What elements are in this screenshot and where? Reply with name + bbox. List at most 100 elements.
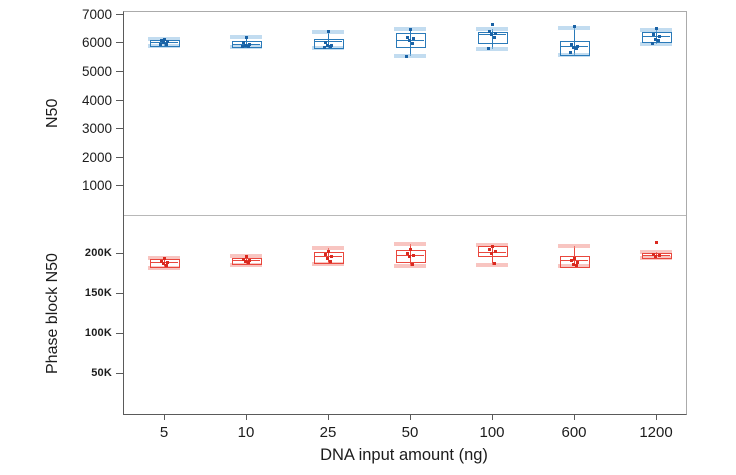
data-point bbox=[246, 44, 250, 48]
x-tick-label: 10 bbox=[237, 424, 255, 441]
data-point bbox=[653, 37, 657, 41]
bottom-panel-y-axis-title: Phase block N50 bbox=[44, 253, 61, 375]
data-point bbox=[322, 45, 326, 49]
data-point bbox=[161, 262, 165, 266]
data-point bbox=[247, 42, 251, 46]
median-line bbox=[642, 35, 670, 37]
data-point bbox=[241, 257, 245, 261]
y-tick-label: 50K bbox=[91, 367, 112, 380]
y-tick bbox=[116, 42, 123, 44]
data-point bbox=[493, 250, 497, 254]
data-point bbox=[408, 27, 412, 31]
y-tick-label: 2000 bbox=[81, 149, 112, 165]
x-tick bbox=[163, 414, 165, 420]
data-point bbox=[164, 42, 168, 46]
data-point bbox=[165, 260, 169, 264]
x-tick-label: 25 bbox=[319, 424, 337, 441]
data-point bbox=[405, 252, 409, 256]
data-point bbox=[574, 47, 578, 51]
x-tick bbox=[327, 414, 329, 420]
data-point bbox=[328, 45, 332, 49]
data-point bbox=[493, 31, 497, 35]
data-point bbox=[411, 37, 415, 41]
x-tick bbox=[245, 414, 247, 420]
data-point bbox=[492, 262, 496, 266]
x-tick bbox=[409, 414, 411, 420]
data-point bbox=[489, 252, 493, 256]
y-tick bbox=[116, 156, 123, 158]
y-tick bbox=[116, 13, 123, 15]
whisker-cap-band bbox=[312, 46, 344, 51]
y-tick bbox=[116, 185, 123, 187]
y-tick-label: 7000 bbox=[81, 6, 112, 22]
data-point bbox=[650, 41, 654, 45]
y-tick bbox=[116, 252, 123, 254]
box-rect bbox=[478, 31, 508, 45]
data-point bbox=[568, 51, 572, 55]
box-rect bbox=[560, 41, 590, 57]
data-point bbox=[165, 40, 169, 44]
panel-separator bbox=[124, 215, 686, 216]
box-rect bbox=[232, 40, 262, 49]
data-point bbox=[651, 33, 655, 37]
whisker-cap-band bbox=[476, 27, 508, 32]
y-tick bbox=[116, 373, 123, 375]
data-point bbox=[404, 54, 408, 58]
whisker-cap-band bbox=[148, 265, 180, 270]
data-point bbox=[407, 38, 411, 42]
data-point bbox=[575, 260, 579, 264]
whisker-cap-band bbox=[640, 41, 672, 46]
data-point bbox=[569, 258, 573, 262]
x-tick-label: 1200 bbox=[639, 424, 673, 441]
median-line bbox=[560, 259, 588, 261]
data-point bbox=[159, 259, 163, 263]
y-tick-label: 100K bbox=[84, 327, 112, 340]
data-point bbox=[654, 240, 658, 244]
data-point bbox=[569, 43, 573, 47]
data-point bbox=[247, 258, 251, 262]
median-line bbox=[150, 261, 178, 263]
data-point bbox=[574, 264, 578, 268]
data-point bbox=[486, 47, 490, 51]
whisker-cap-band bbox=[640, 250, 672, 255]
data-point bbox=[572, 25, 576, 29]
x-tick-label: 100 bbox=[479, 424, 505, 441]
whisker-cap-band bbox=[476, 262, 508, 267]
data-point bbox=[653, 254, 657, 258]
data-point bbox=[657, 253, 661, 257]
data-point bbox=[656, 39, 660, 43]
data-point bbox=[572, 256, 576, 260]
x-tick bbox=[655, 414, 657, 420]
data-point bbox=[489, 33, 493, 37]
box-rect bbox=[314, 39, 344, 50]
data-point bbox=[243, 43, 247, 47]
data-point bbox=[326, 250, 330, 254]
data-point bbox=[159, 39, 163, 43]
data-point bbox=[326, 30, 330, 34]
data-point bbox=[328, 259, 332, 263]
data-point bbox=[410, 41, 414, 45]
box-rect bbox=[642, 253, 672, 259]
data-point bbox=[571, 262, 575, 266]
whisker-cap-band bbox=[640, 255, 672, 260]
data-point bbox=[164, 263, 168, 267]
data-point bbox=[240, 45, 244, 49]
box-rect bbox=[642, 32, 672, 44]
x-tick bbox=[491, 414, 493, 420]
data-point bbox=[244, 255, 248, 259]
whisker-cap-band bbox=[558, 264, 590, 269]
whisker-cap-band bbox=[476, 243, 508, 248]
data-point bbox=[654, 27, 658, 31]
data-point bbox=[657, 34, 661, 38]
y-tick-label: 1000 bbox=[81, 178, 112, 194]
data-point bbox=[162, 37, 166, 41]
y-tick-label: 150K bbox=[84, 286, 112, 299]
box-whisker bbox=[245, 37, 247, 48]
data-point bbox=[407, 254, 411, 258]
whisker-cap-band bbox=[558, 243, 590, 248]
whisker-cap-band bbox=[394, 264, 426, 269]
whisker-cap-band bbox=[312, 262, 344, 267]
data-point bbox=[329, 254, 333, 258]
median-line bbox=[478, 251, 506, 253]
y-tick bbox=[116, 333, 123, 335]
